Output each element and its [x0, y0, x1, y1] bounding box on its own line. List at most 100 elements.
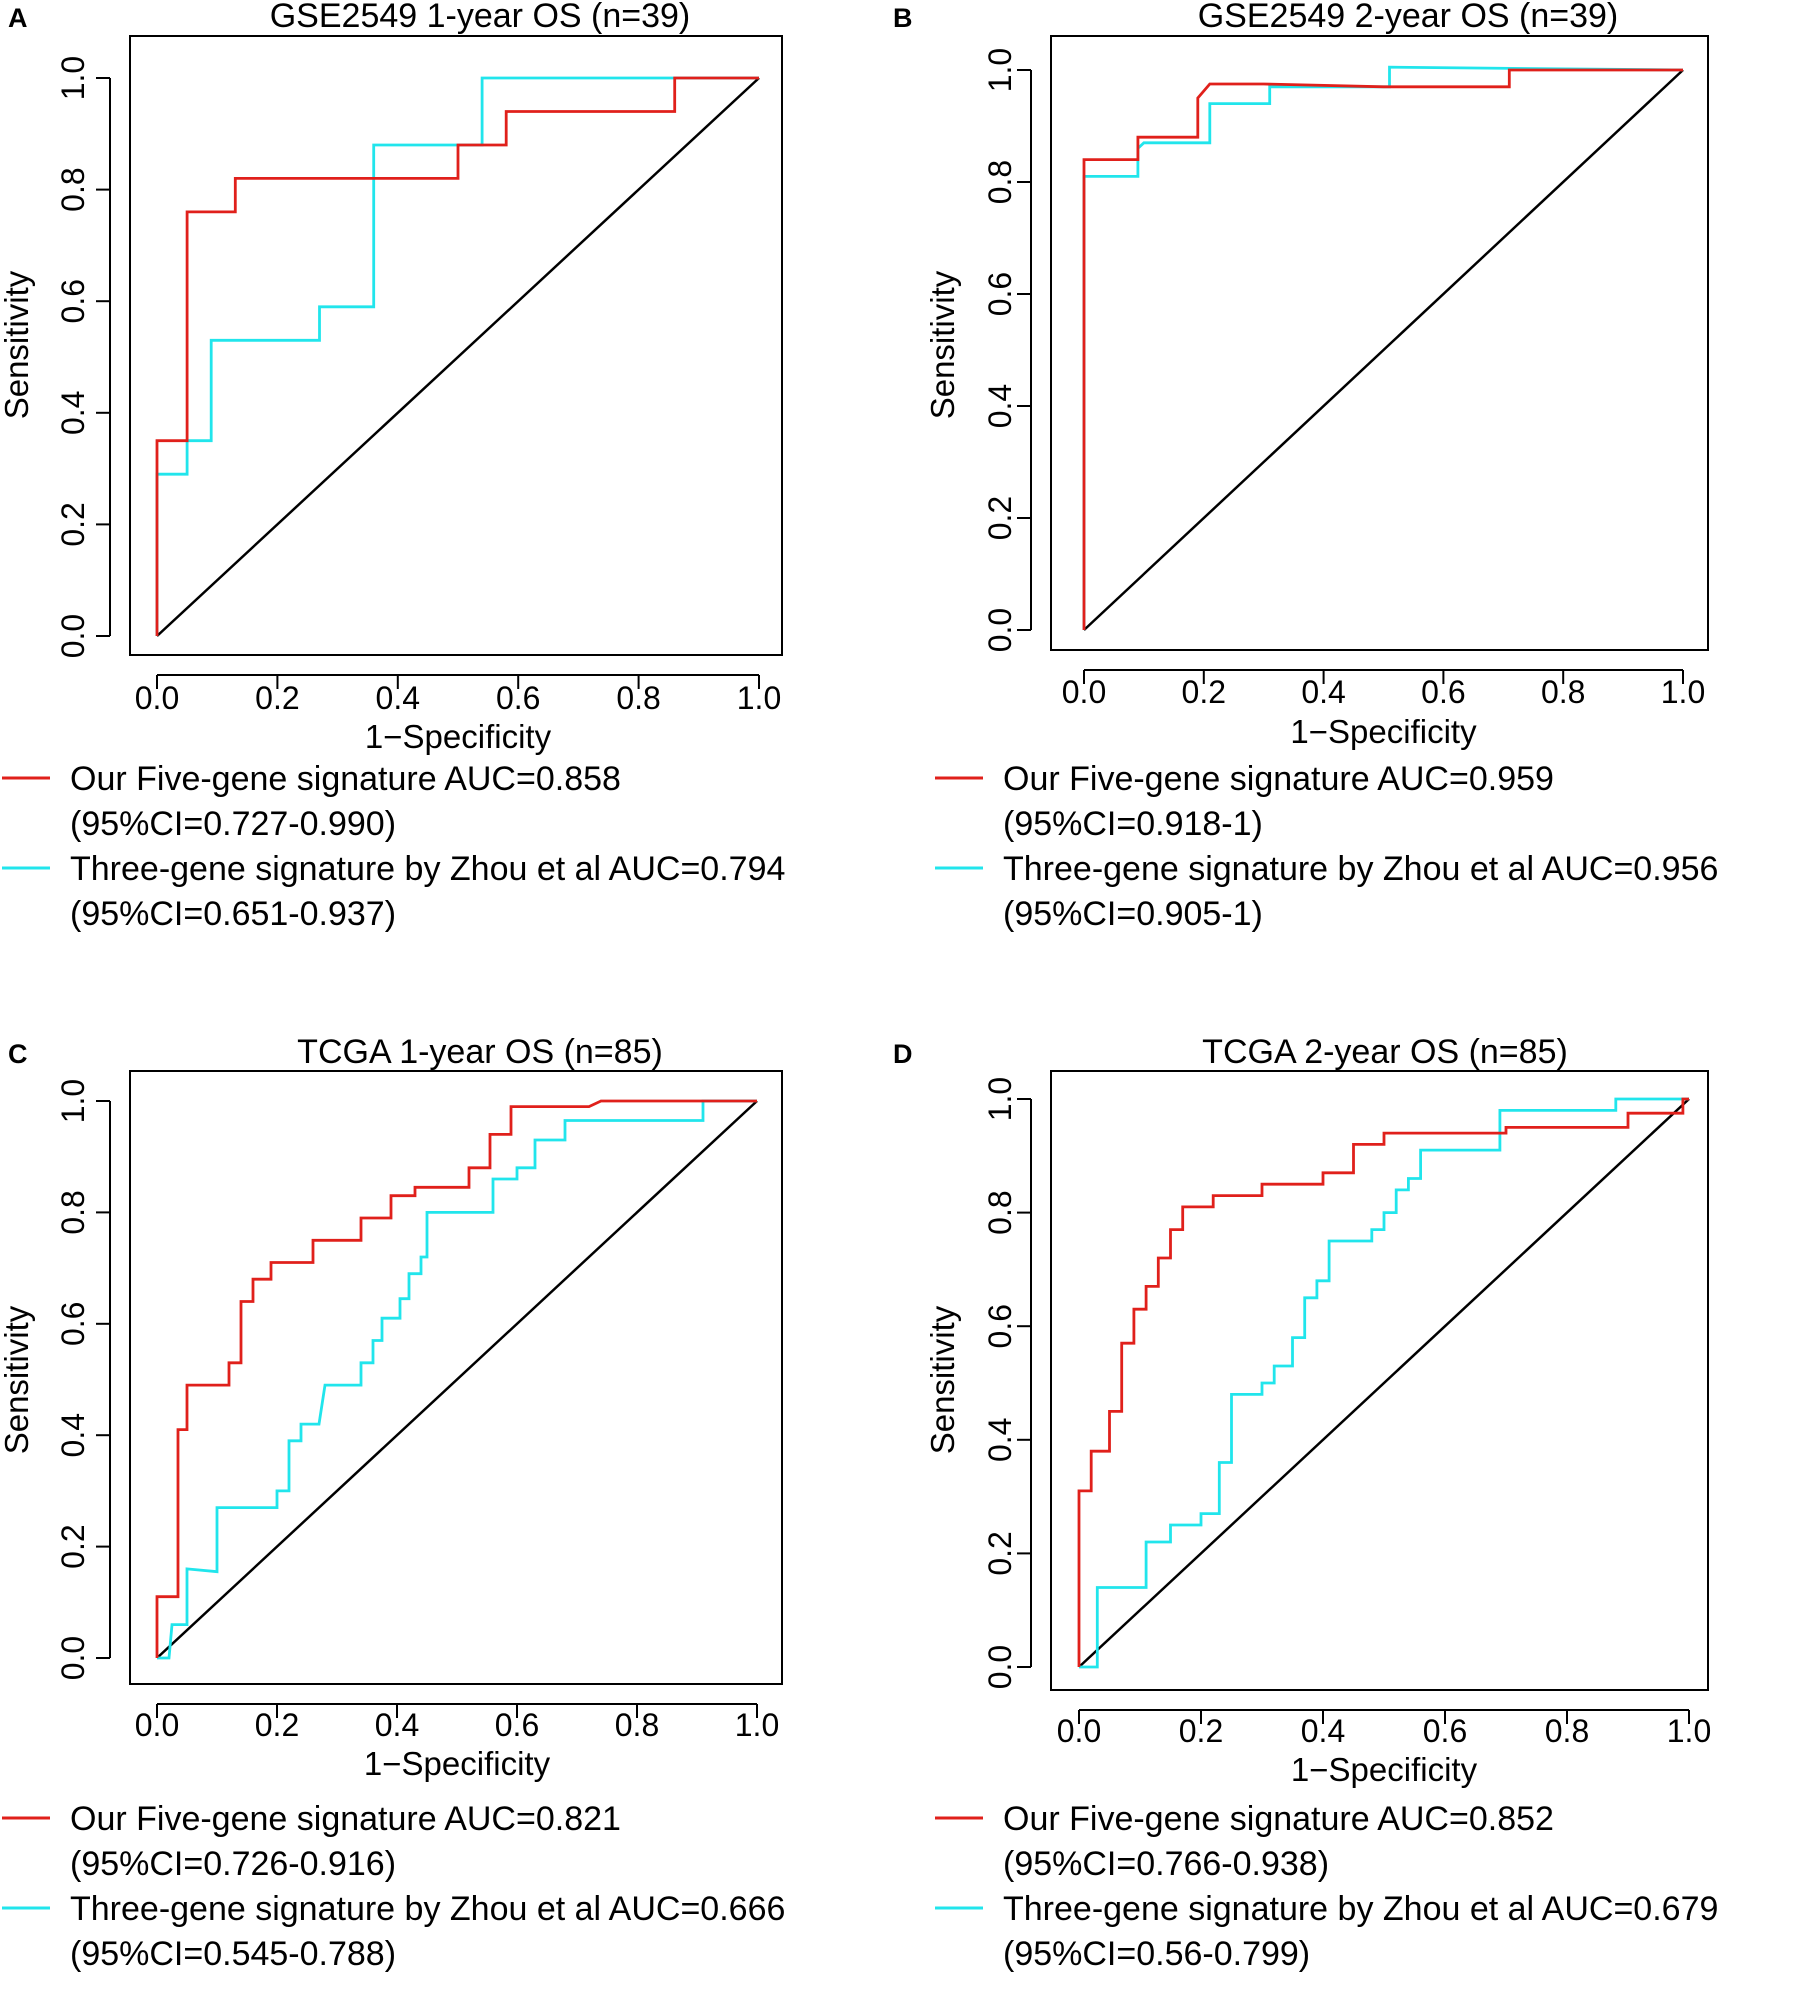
- y-tick-label: 0.4: [55, 1413, 91, 1457]
- legend-label: Our Five-gene signature AUC=0.858: [70, 760, 621, 798]
- reference-diagonal: [156, 1100, 758, 1659]
- x-tick-label: 0.2: [1182, 674, 1226, 710]
- x-tick-label: 0.4: [376, 680, 420, 716]
- plot-frame: [129, 1070, 783, 1685]
- x-tick-label: 0.4: [1301, 1713, 1345, 1749]
- legend-label: Our Five-gene signature AUC=0.852: [1003, 1800, 1554, 1838]
- y-tick-label: 0.2: [982, 496, 1018, 540]
- legend-ci: (95%CI=0.905-1): [1003, 895, 1263, 933]
- y-tick-label: 0.8: [55, 1190, 91, 1234]
- x-tick-label: 0.8: [615, 1707, 659, 1743]
- legend-ci: (95%CI=0.918-1): [1003, 805, 1263, 843]
- y-axis-label: Sensitivity: [0, 270, 35, 419]
- legend-label: Three-gene signature by Zhou et al AUC=0…: [70, 850, 785, 888]
- roc-curve-five-gene: [1077, 1097, 1689, 1667]
- y-axis-label: Sensitivity: [924, 1305, 961, 1454]
- x-tick-label: 0.6: [1423, 1713, 1467, 1749]
- legend-label: Three-gene signature by Zhou et al AUC=0…: [70, 1890, 785, 1928]
- x-tick-label: 1.0: [1661, 674, 1705, 710]
- x-tick-label: 1.0: [737, 680, 781, 716]
- y-tick-label: 0.0: [55, 1636, 91, 1680]
- y-tick-label: 1.0: [982, 48, 1018, 92]
- y-tick-label: 0.8: [982, 160, 1018, 204]
- y-tick-label: 0.2: [55, 502, 91, 546]
- y-tick-label: 0.6: [982, 272, 1018, 316]
- chart-title: TCGA 1-year OS (n=85): [297, 1033, 663, 1071]
- y-tick-label: 1.0: [55, 56, 91, 100]
- roc-curve-three-gene: [157, 1099, 757, 1660]
- roc-panel-c: C TCGA 1-year OS (n=85) 0.0 0.2 0.4 0.6 0.8 1.0…: [0, 1033, 785, 1973]
- y-tick-label: 0.4: [982, 384, 1018, 428]
- y-tick-label: 0.4: [982, 1418, 1018, 1462]
- legend-ci: (95%CI=0.56-0.799): [1003, 1935, 1310, 1973]
- y-axis-label: Sensitivity: [924, 270, 961, 419]
- y-tick-label: 0.0: [55, 614, 91, 658]
- panel-letter: B: [893, 3, 913, 33]
- panel-letter: A: [8, 3, 28, 33]
- legend-label: Our Five-gene signature AUC=0.821: [70, 1800, 621, 1838]
- x-tick-label: 0.8: [616, 680, 660, 716]
- legend-ci: (95%CI=0.726-0.916): [70, 1845, 396, 1883]
- legend-ci: (95%CI=0.545-0.788): [70, 1935, 396, 1973]
- x-axis-label: 1−Specificity: [365, 718, 552, 755]
- x-tick-label: 0.6: [496, 680, 540, 716]
- x-tick-label: 1.0: [1667, 1713, 1711, 1749]
- x-tick-label: 0.0: [135, 1707, 179, 1743]
- x-tick-label: 0.8: [1545, 1713, 1589, 1749]
- y-tick-label: 0.0: [982, 608, 1018, 652]
- panel-letter: C: [8, 1039, 28, 1069]
- y-tick-label: 0.2: [982, 1531, 1018, 1575]
- roc-panel-b: B GSE2549 2-year OS (n=39) 0.0 0.2 0.4 0.6 0.8…: [893, 0, 1718, 933]
- roc-curve-three-gene: [1079, 1097, 1689, 1669]
- x-tick-label: 0.6: [1421, 674, 1465, 710]
- x-tick-label: 0.6: [495, 1707, 539, 1743]
- y-tick-label: 0.6: [55, 1302, 91, 1346]
- x-tick-label: 1.0: [735, 1707, 779, 1743]
- y-tick-label: 0.8: [982, 1190, 1018, 1234]
- legend-ci: (95%CI=0.727-0.990): [70, 805, 396, 843]
- plot-frame: [1050, 1070, 1709, 1691]
- chart-title: GSE2549 2-year OS (n=39): [1198, 0, 1619, 35]
- y-tick-label: 1.0: [55, 1079, 91, 1123]
- roc-curve-five-gene: [155, 76, 759, 636]
- y-tick-label: 0.6: [982, 1304, 1018, 1348]
- y-tick-label: 0.0: [982, 1645, 1018, 1689]
- chart-title: GSE2549 1-year OS (n=39): [270, 0, 691, 35]
- y-tick-label: 0.8: [55, 167, 91, 211]
- legend-label: Three-gene signature by Zhou et al AUC=0…: [1003, 1890, 1718, 1928]
- legend-label: Three-gene signature by Zhou et al AUC=0…: [1003, 850, 1718, 888]
- x-tick-label: 0.0: [1057, 1713, 1101, 1749]
- x-tick-label: 0.2: [255, 1707, 299, 1743]
- roc-panel-a: A GSE2549 1-year OS (n=39) 0.0 0.2 0.4 0.6 0.8…: [0, 0, 785, 933]
- x-axis-label: 1−Specificity: [1291, 1751, 1478, 1788]
- x-tick-label: 0.0: [135, 680, 179, 716]
- x-axis-label: 1−Specificity: [1290, 713, 1477, 750]
- legend-ci: (95%CI=0.766-0.938): [1003, 1845, 1329, 1883]
- roc-curve-five-gene: [155, 1099, 757, 1658]
- plot-frame: [1050, 35, 1709, 651]
- plot-frame: [129, 35, 783, 656]
- chart-title: TCGA 2-year OS (n=85): [1202, 1033, 1568, 1071]
- x-tick-label: 0.2: [255, 680, 299, 716]
- y-tick-label: 0.2: [55, 1524, 91, 1568]
- panel-letter: D: [893, 1039, 913, 1069]
- x-axis-label: 1−Specificity: [364, 1745, 551, 1782]
- y-tick-label: 0.6: [55, 279, 91, 323]
- x-tick-label: 0.4: [1301, 674, 1345, 710]
- legend-label: Our Five-gene signature AUC=0.959: [1003, 760, 1554, 798]
- y-tick-label: 0.4: [55, 391, 91, 435]
- roc-curve-five-gene: [1082, 68, 1683, 630]
- x-tick-label: 0.2: [1179, 1713, 1223, 1749]
- reference-diagonal: [1078, 1098, 1690, 1668]
- reference-diagonal: [1083, 69, 1684, 631]
- y-axis-label: Sensitivity: [0, 1305, 35, 1454]
- roc-panel-d: D TCGA 2-year OS (n=85) 0.0 0.2 0.4 0.6 0.8 1.0…: [893, 1033, 1718, 1973]
- legend-ci: (95%CI=0.651-0.937): [70, 895, 396, 933]
- reference-diagonal: [156, 77, 760, 637]
- x-tick-label: 0.4: [375, 1707, 419, 1743]
- roc-curve-three-gene: [1082, 65, 1684, 630]
- x-tick-label: 0.0: [1062, 674, 1106, 710]
- y-tick-label: 1.0: [982, 1077, 1018, 1121]
